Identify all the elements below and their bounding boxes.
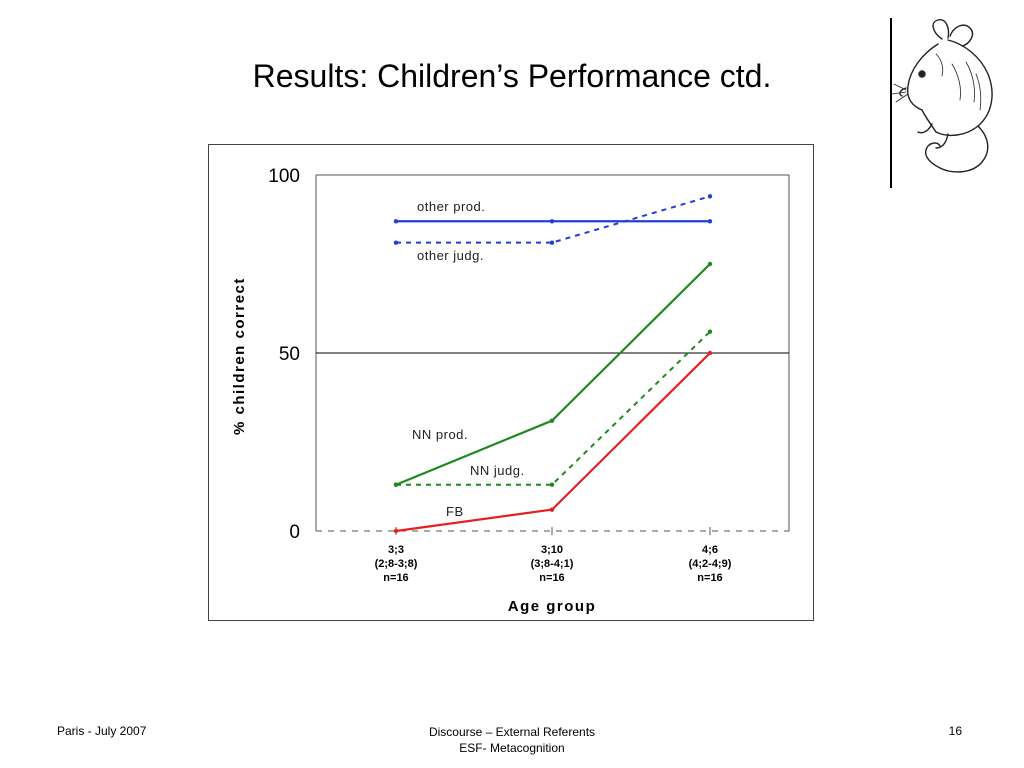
- data-point: [393, 240, 399, 245]
- x-tick-label: n=16: [383, 572, 408, 584]
- series-line: [396, 195, 711, 244]
- x-tick-label: n=16: [697, 572, 722, 584]
- data-point: [393, 482, 399, 487]
- x-tick-label: n=16: [539, 572, 564, 584]
- x-tick-label: (4;2-4;9): [689, 558, 732, 570]
- series-label: other prod.: [417, 199, 485, 214]
- x-tick-label: (2;8-3;8): [375, 558, 418, 570]
- x-tick-label: 4;6: [702, 544, 718, 556]
- series-label: other judg.: [417, 248, 484, 263]
- series-line: [396, 330, 711, 486]
- y-tick-label: 50: [279, 344, 300, 365]
- y-tick-label: 0: [289, 522, 300, 543]
- series-label: NN judg.: [470, 463, 525, 478]
- data-point: [549, 482, 555, 487]
- chart-frame: 0 50 100 3;3 (2;8-3;8) n=16 3;10 (3;8-4;1) n=16 4…: [208, 144, 814, 621]
- data-point: [707, 219, 713, 224]
- data-point: [707, 261, 713, 267]
- x-tick-label: 3;3: [388, 544, 404, 556]
- data-point: [393, 528, 399, 534]
- series-label: NN prod.: [412, 427, 468, 442]
- x-tick-label: (3;8-4;1): [531, 558, 574, 570]
- x-tick-label: 3;10: [541, 544, 563, 556]
- page-number: 16: [948, 724, 962, 738]
- x-axis-label: Age group: [508, 598, 597, 615]
- data-point: [549, 219, 555, 224]
- footer-center: Discourse – External Referents ESF- Meta…: [312, 724, 712, 756]
- series-label: FB: [446, 504, 464, 519]
- data-point: [707, 350, 713, 356]
- data-point: [707, 194, 713, 199]
- data-point: [393, 219, 399, 224]
- footer-left: Paris - July 2007: [57, 724, 147, 738]
- data-point: [549, 507, 555, 512]
- line-chart: 0 50 100 3;3 (2;8-3;8) n=16 3;10 (3;8-4;1) n=16 4…: [231, 166, 790, 615]
- mouse-drawing-icon: [892, 19, 993, 173]
- data-point: [707, 329, 713, 334]
- y-axis-label: % children correct: [231, 277, 248, 435]
- y-tick-label: 100: [268, 166, 300, 187]
- series-line: [395, 263, 711, 486]
- data-point: [549, 240, 555, 245]
- vertical-divider: [890, 18, 892, 188]
- footer-center-line1: Discourse – External Referents: [428, 725, 596, 739]
- footer-center-line2: ESF- Metacognition: [459, 741, 565, 755]
- data-point: [549, 418, 555, 423]
- series-line: [395, 352, 711, 533]
- slide-title: Results: Children’s Performance ctd.: [252, 58, 772, 94]
